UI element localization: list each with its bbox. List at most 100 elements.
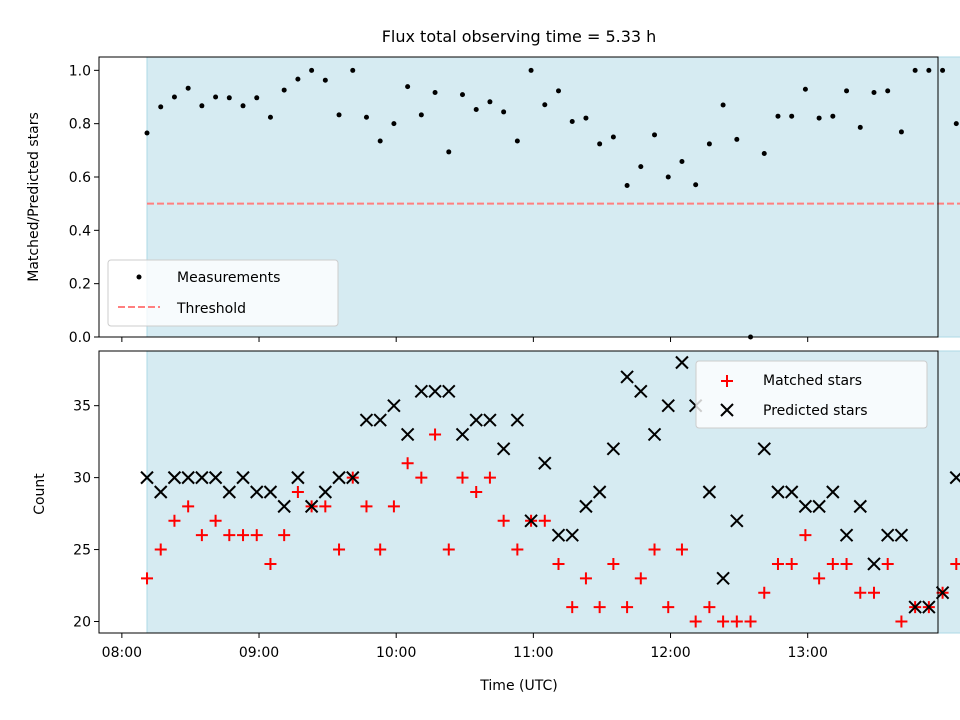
predicted-star-9 [263, 485, 278, 499]
measurement-point-34 [610, 134, 616, 140]
x-tick-label-1: 09:00 [239, 645, 279, 661]
predicted-star-37 [647, 427, 662, 442]
measurement-point-58 [940, 67, 946, 73]
predicted-star-28 [524, 514, 538, 528]
predicted-star-53 [880, 528, 895, 542]
measurement-point-5 [213, 94, 219, 100]
measurement-point-21 [432, 89, 438, 95]
predicted-star-51 [853, 499, 867, 514]
measurement-point-57 [926, 67, 932, 73]
matched-star-35 [621, 601, 634, 614]
matched-star-49 [813, 572, 826, 585]
predicted-star-44 [757, 442, 771, 456]
matched-star-44 [744, 615, 757, 628]
measurement-point-52 [857, 124, 863, 130]
predicted-star-33 [592, 485, 607, 499]
predicted-star-7 [236, 470, 250, 485]
x-tick-label-4: 12:00 [650, 645, 690, 661]
predicted-star-45 [771, 485, 785, 499]
matched-star-31 [566, 601, 579, 614]
measurement-point-20 [418, 112, 424, 118]
predicted-star-16 [359, 413, 374, 427]
measurement-point-50 [830, 113, 836, 119]
predicted-star-34 [606, 442, 621, 456]
matched-star-14 [333, 543, 346, 556]
matched-star-11 [291, 486, 304, 498]
predicted-star-11 [291, 470, 305, 485]
measurement-point-33 [597, 141, 603, 147]
measurement-point-7 [240, 103, 246, 109]
matched-star-16 [360, 500, 373, 513]
measurement-point-11 [295, 76, 301, 82]
matched-star-37 [648, 543, 661, 556]
matched-star-26 [497, 514, 510, 527]
bottom-y-tick-label-3: 35 [73, 399, 91, 415]
predicted-star-26 [496, 442, 511, 456]
measurement-point-29 [542, 102, 548, 108]
matched-star-5 [209, 514, 222, 527]
predicted-star-31 [565, 528, 579, 542]
measurement-point-1 [158, 104, 164, 110]
measurement-point-22 [446, 149, 452, 155]
measurement-point-41 [706, 141, 712, 147]
measurement-point-18 [391, 121, 397, 127]
top-legend-box [107, 259, 339, 327]
legend-predicted-label: Predicted stars [763, 403, 868, 419]
bottom-legend: Matched stars Predicted stars [695, 360, 928, 429]
predicted-star-14 [332, 470, 346, 485]
measurement-point-47 [789, 113, 795, 119]
matched-star-48 [799, 529, 812, 542]
predicted-star-4 [195, 470, 209, 485]
top-y-tick-label-5: 1.0 [69, 63, 91, 79]
matched-star-20 [415, 471, 428, 484]
matched-star-22 [442, 543, 455, 556]
matched-star-1 [154, 543, 167, 556]
predicted-star-42 [716, 571, 730, 586]
measurement-point-38 [665, 174, 671, 180]
measurement-point-59 [953, 121, 959, 127]
predicted-star-49 [826, 485, 840, 499]
chart-title: Flux total observing time = 5.33 h [382, 27, 657, 46]
legend-matched-marker [721, 375, 733, 387]
top-y-tick-label-0: 0.0 [69, 330, 91, 346]
legend-measurements-marker [136, 274, 142, 280]
bottom-axes-frame [98, 350, 939, 634]
matched-star-8 [250, 529, 263, 542]
predicted-star-12 [304, 499, 319, 514]
legend-threshold-label: Threshold [176, 301, 246, 317]
predicted-star-18 [387, 398, 401, 413]
matched-star-25 [483, 471, 496, 484]
matched-star-41 [703, 601, 716, 614]
matched-star-13 [319, 500, 332, 513]
predicted-star-46 [784, 485, 799, 499]
matched-star-47 [785, 557, 798, 570]
matched-star-27 [511, 543, 524, 556]
matched-star-55 [895, 615, 908, 628]
bottom-y-axis-label: Count [32, 473, 48, 515]
measurement-point-24 [473, 107, 479, 113]
measurement-point-48 [802, 86, 808, 92]
matched-star-59 [950, 557, 960, 570]
matched-star-36 [634, 572, 647, 585]
predicted-star-36 [634, 384, 648, 398]
matched-star-40 [689, 615, 702, 628]
matched-star-52 [854, 586, 867, 599]
measurement-point-13 [322, 77, 328, 83]
measurement-point-19 [405, 84, 411, 90]
predicted-star-0 [140, 470, 154, 485]
matched-star-29 [538, 514, 551, 527]
predicted-star-22 [442, 384, 456, 398]
predicted-star-3 [181, 470, 195, 485]
top-y-tick-label-1: 0.2 [69, 277, 91, 293]
predicted-star-23 [455, 427, 470, 442]
matched-star-9 [264, 557, 277, 570]
predicted-star-39 [675, 355, 689, 370]
measurement-point-35 [624, 183, 630, 189]
matched-star-6 [223, 529, 236, 542]
bottom-x-ticks: 08:00 09:00 10:00 11:00 12:00 13:00 [102, 633, 828, 661]
matched-star-3 [182, 500, 195, 513]
predicted-star-29 [538, 456, 552, 470]
matched-star-10 [278, 529, 291, 542]
